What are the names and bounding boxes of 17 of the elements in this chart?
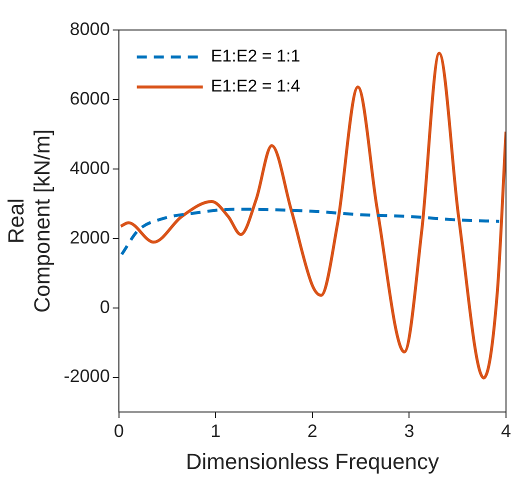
- x-tick-label: 1: [210, 420, 221, 441]
- legend-label: E1:E2 = 1:4: [210, 76, 300, 96]
- y-tick-label: 8000: [70, 18, 110, 39]
- legend-label: E1:E2 = 1:1: [210, 46, 300, 66]
- line-series: [119, 52, 506, 380]
- x-tick-label: 0: [114, 420, 124, 441]
- y-tick-label: -2000: [64, 366, 110, 386]
- y-tick-label: 2000: [70, 227, 110, 248]
- x-tick-label: 3: [404, 420, 414, 441]
- y-tick-label: 4000: [70, 158, 110, 178]
- y-tick-label: 6000: [70, 88, 110, 108]
- line-series: [120, 208, 501, 256]
- x-tick-label: 4: [500, 420, 512, 441]
- y-tick-label: 0: [100, 296, 110, 317]
- x-axis-title: Dimensionless Frequency: [186, 448, 439, 474]
- y-axis-title: Real Component [kN/m]: [3, 129, 55, 313]
- x-tick-label: 2: [307, 420, 318, 441]
